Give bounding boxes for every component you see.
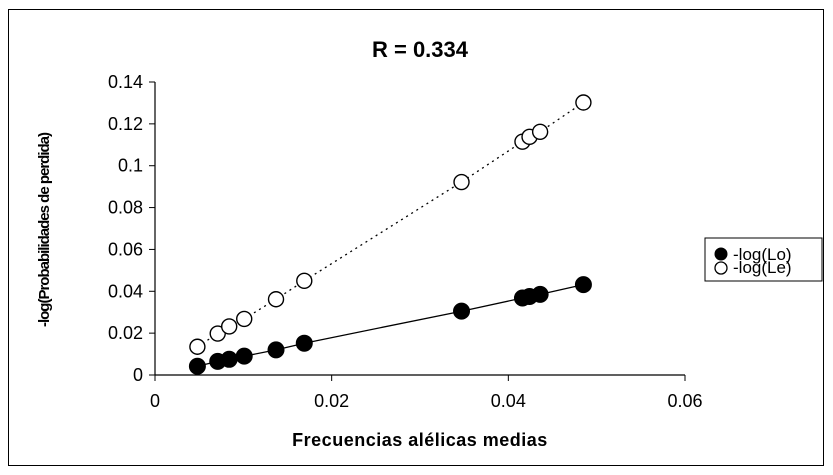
y-tick-label: 0.04 bbox=[108, 281, 143, 301]
x-tick-label: 0 bbox=[150, 391, 160, 411]
data-point-series-0 bbox=[453, 302, 471, 320]
legend-marker-lo bbox=[714, 247, 728, 261]
x-tick-label: 0.06 bbox=[667, 391, 702, 411]
y-tick-label: 0.14 bbox=[108, 72, 143, 92]
data-point-series-1 bbox=[575, 94, 592, 111]
data-point-series-0 bbox=[574, 276, 592, 294]
y-tick-label: 0.06 bbox=[108, 239, 143, 259]
data-point-series-0 bbox=[295, 334, 313, 352]
y-tick-label: 0.12 bbox=[108, 114, 143, 134]
data-point-series-0 bbox=[235, 347, 253, 365]
y-tick-label: 0 bbox=[133, 365, 143, 385]
chart-frame bbox=[8, 9, 824, 466]
y-axis-label: -log(Probabilidades de perdida) bbox=[36, 132, 53, 327]
data-point-series-1 bbox=[531, 123, 549, 141]
legend-label-lo: -log(Lo) bbox=[733, 245, 792, 264]
y-tick-label: 0.02 bbox=[108, 323, 143, 343]
x-axis-label: Frecuencias alélicas medias bbox=[292, 430, 548, 450]
data-point-series-1 bbox=[296, 272, 313, 290]
plot-area: 0 0.02 0.04 0.06 0.08 0.1 0.12 0.14 0 0.02 0.04 0.0… bbox=[108, 72, 703, 411]
data-point-series-0 bbox=[267, 341, 285, 359]
data-point-series-1 bbox=[220, 318, 238, 335]
chart-title: R = 0.334 bbox=[372, 37, 469, 62]
legend-label-le: -log(Le) bbox=[733, 258, 792, 277]
legend-box bbox=[704, 237, 823, 282]
legend-marker-le bbox=[714, 261, 728, 275]
data-point-series-1 bbox=[453, 173, 470, 191]
x-tick-label: 0.04 bbox=[491, 391, 526, 411]
data-point-series-1 bbox=[267, 291, 285, 308]
legend: -log(Lo) -log(Le) bbox=[704, 237, 823, 282]
data-point-series-0 bbox=[188, 357, 206, 375]
y-tick-label: 0.08 bbox=[108, 198, 143, 218]
data-point-series-1 bbox=[236, 310, 253, 328]
data-point-series-0 bbox=[220, 350, 238, 368]
data-point-series-1 bbox=[189, 338, 206, 355]
data-point-series-0 bbox=[531, 285, 549, 303]
y-tick-label: 0.1 bbox=[118, 156, 143, 176]
x-tick-label: 0.02 bbox=[314, 391, 349, 411]
